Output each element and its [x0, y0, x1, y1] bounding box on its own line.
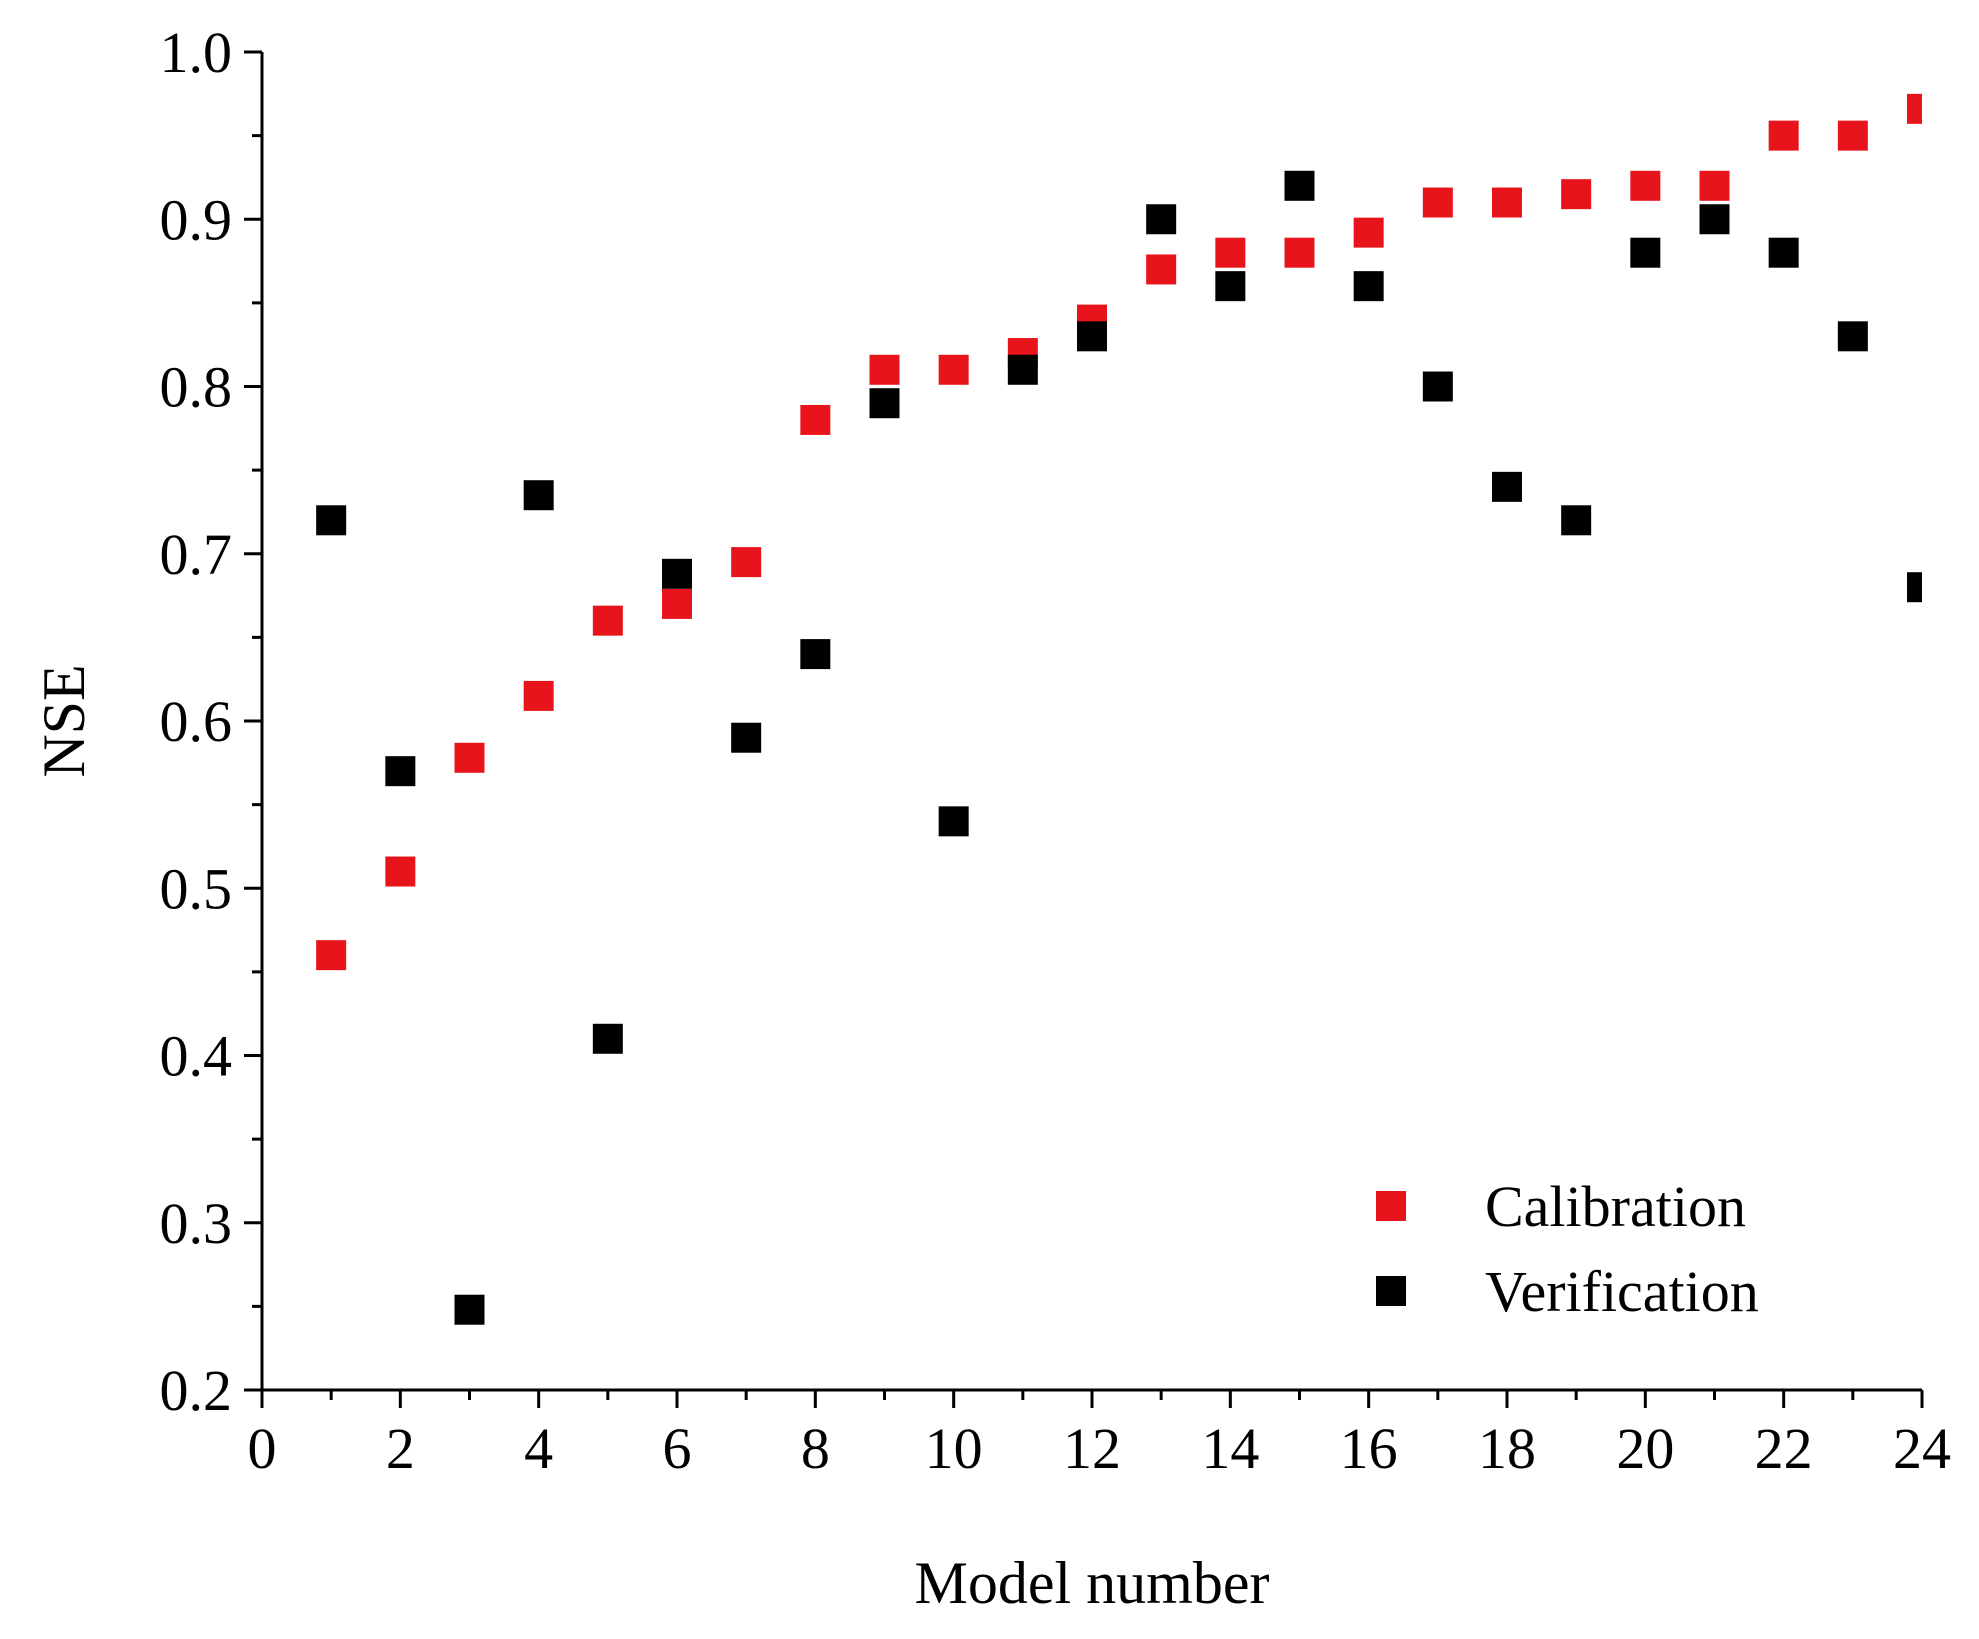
- data-point-verification: [1561, 505, 1592, 536]
- data-point-calibration: [1699, 170, 1730, 201]
- data-point-verification: [869, 388, 900, 419]
- data-point-verification: [592, 1023, 623, 1054]
- data-point-calibration: [1422, 187, 1453, 218]
- data-point-calibration: [454, 742, 485, 773]
- data-point-calibration: [1353, 217, 1384, 248]
- x-tick-label: 24: [1893, 1416, 1951, 1481]
- y-tick-label: 0.9: [160, 187, 233, 252]
- data-point-calibration: [1630, 170, 1661, 201]
- legend: Calibration Verification: [1376, 1174, 1759, 1324]
- data-point-verification: [938, 806, 969, 837]
- data-point-verification: [316, 505, 347, 536]
- x-tick-label: 12: [1063, 1416, 1121, 1481]
- y-tick-label: 0.5: [160, 856, 233, 921]
- data-point-calibration: [1215, 237, 1246, 268]
- data-point-verification: [1215, 271, 1246, 302]
- legend-label-calibration: Calibration: [1485, 1174, 1746, 1239]
- data-point-verification: [1353, 271, 1384, 302]
- data-point-calibration: [731, 547, 762, 578]
- data-point-calibration: [1492, 187, 1522, 218]
- data-point-verification: [454, 1294, 485, 1325]
- data-point-calibration: [1561, 179, 1592, 210]
- y-axis-title: NSE: [31, 664, 97, 777]
- x-tick-label: 10: [925, 1416, 983, 1481]
- data-point-verification: [1630, 237, 1661, 268]
- legend-swatch-calibration: [1376, 1191, 1406, 1221]
- data-point-calibration: [1837, 120, 1868, 151]
- x-tick-label: 16: [1340, 1416, 1398, 1481]
- x-tick-label: 22: [1755, 1416, 1813, 1481]
- data-point-verification: [1284, 170, 1315, 201]
- legend-label-verification: Verification: [1485, 1259, 1759, 1324]
- data-point-verification: [1146, 204, 1177, 235]
- data-point-verification: [523, 480, 554, 511]
- y-tick-label: 0.2: [160, 1358, 233, 1423]
- data-point-calibration: [316, 940, 347, 971]
- data-point-calibration: [662, 588, 692, 619]
- y-tick-label: 0.3: [160, 1191, 233, 1256]
- data-point-verification: [1007, 354, 1038, 385]
- data-point-verification: [1699, 204, 1730, 235]
- x-tick-label: 18: [1478, 1416, 1536, 1481]
- y-tick-label: 1.0: [160, 20, 233, 85]
- x-tick-label: 2: [386, 1416, 415, 1481]
- y-tick-label: 0.8: [160, 355, 233, 420]
- x-tick-label: 6: [663, 1416, 692, 1481]
- data-point-verification: [385, 756, 416, 787]
- data-point-calibration: [1907, 93, 1922, 124]
- data-point-calibration: [1146, 254, 1177, 285]
- data-point-verification: [1077, 321, 1107, 352]
- data-point-verification: [1768, 237, 1799, 268]
- data-point-verification: [1837, 321, 1868, 352]
- data-point-calibration: [592, 605, 623, 636]
- data-point-verification: [1907, 572, 1922, 603]
- y-tick-label: 0.4: [160, 1024, 233, 1089]
- y-tick-label: 0.7: [160, 522, 233, 587]
- x-tick-label: 0: [248, 1416, 277, 1481]
- x-tick-label: 20: [1616, 1416, 1674, 1481]
- x-tick-label: 8: [801, 1416, 830, 1481]
- data-point-calibration: [938, 354, 969, 385]
- data-point-calibration: [1284, 237, 1315, 268]
- ticks: 0 2 4 6 8 10 12 14 16 18 20 22 240.20.30.40.50.60.70…: [160, 20, 1952, 1481]
- data-point-calibration: [523, 680, 554, 711]
- data-point-calibration: [1768, 120, 1799, 151]
- data-point-calibration: [800, 404, 831, 435]
- y-tick-label: 0.6: [160, 689, 233, 754]
- data-point-verification: [800, 639, 831, 670]
- data-point-verification: [1422, 371, 1453, 402]
- x-tick-label: 14: [1201, 1416, 1259, 1481]
- data-points: [316, 93, 1922, 1325]
- data-point-calibration: [869, 354, 900, 385]
- x-tick-label: 4: [524, 1416, 553, 1481]
- data-point-verification: [731, 722, 762, 753]
- legend-swatch-verification: [1376, 1276, 1406, 1306]
- data-point-verification: [662, 558, 692, 589]
- data-point-calibration: [385, 856, 416, 887]
- data-point-verification: [1492, 471, 1522, 502]
- x-axis-title: Model number: [915, 1550, 1270, 1616]
